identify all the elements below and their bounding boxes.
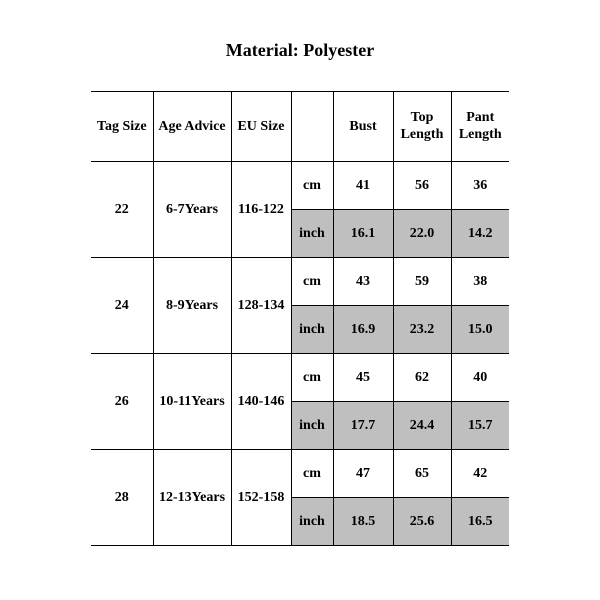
cell-pant-inch: 15.7	[451, 402, 509, 450]
cell-tag-size: 24	[91, 258, 153, 354]
col-top-length: Top Length	[393, 92, 451, 162]
cell-unit-cm: cm	[291, 258, 333, 306]
cell-unit-inch: inch	[291, 210, 333, 258]
col-top-length-l2: Length	[401, 127, 444, 142]
cell-eu-size: 116-122	[231, 162, 291, 258]
cell-bust-inch: 16.9	[333, 306, 393, 354]
cell-pant-inch: 16.5	[451, 498, 509, 546]
cell-bust-cm: 43	[333, 258, 393, 306]
cell-bust-inch: 17.7	[333, 402, 393, 450]
cell-bust-cm: 47	[333, 450, 393, 498]
cell-pant-cm: 40	[451, 354, 509, 402]
table-row: 24 8-9Years 128-134 cm 43 59 38	[91, 258, 509, 306]
cell-bust-inch: 16.1	[333, 210, 393, 258]
cell-bust-inch: 18.5	[333, 498, 393, 546]
cell-top-inch: 22.0	[393, 210, 451, 258]
col-pant-length-l1: Pant	[466, 110, 494, 125]
cell-tag-size: 28	[91, 450, 153, 546]
cell-pant-cm: 36	[451, 162, 509, 210]
cell-top-cm: 56	[393, 162, 451, 210]
col-eu-size: EU Size	[231, 92, 291, 162]
col-unit	[291, 92, 333, 162]
cell-age-advice: 10-11Years	[153, 354, 231, 450]
cell-unit-cm: cm	[291, 162, 333, 210]
cell-tag-size: 22	[91, 162, 153, 258]
cell-age-advice: 12-13Years	[153, 450, 231, 546]
cell-pant-inch: 14.2	[451, 210, 509, 258]
cell-bust-cm: 45	[333, 354, 393, 402]
cell-pant-cm: 38	[451, 258, 509, 306]
col-pant-length: Pant Length	[451, 92, 509, 162]
cell-unit-inch: inch	[291, 498, 333, 546]
col-top-length-l1: Top	[411, 110, 434, 125]
cell-unit-cm: cm	[291, 450, 333, 498]
col-bust: Bust	[333, 92, 393, 162]
cell-top-inch: 23.2	[393, 306, 451, 354]
cell-pant-cm: 42	[451, 450, 509, 498]
page: Material: Polyester Tag Size Age Advice …	[0, 0, 600, 600]
cell-unit-cm: cm	[291, 354, 333, 402]
cell-age-advice: 8-9Years	[153, 258, 231, 354]
cell-top-cm: 62	[393, 354, 451, 402]
cell-tag-size: 26	[91, 354, 153, 450]
size-table: Tag Size Age Advice EU Size Bust Top Len…	[91, 91, 509, 546]
col-tag-size: Tag Size	[91, 92, 153, 162]
table-row: 28 12-13Years 152-158 cm 47 65 42	[91, 450, 509, 498]
cell-age-advice: 6-7Years	[153, 162, 231, 258]
cell-unit-inch: inch	[291, 306, 333, 354]
table-header-row: Tag Size Age Advice EU Size Bust Top Len…	[91, 92, 509, 162]
page-title: Material: Polyester	[0, 40, 600, 61]
cell-eu-size: 152-158	[231, 450, 291, 546]
cell-pant-inch: 15.0	[451, 306, 509, 354]
table-row: 26 10-11Years 140-146 cm 45 62 40	[91, 354, 509, 402]
cell-top-cm: 65	[393, 450, 451, 498]
cell-eu-size: 140-146	[231, 354, 291, 450]
table-row: 22 6-7Years 116-122 cm 41 56 36	[91, 162, 509, 210]
cell-eu-size: 128-134	[231, 258, 291, 354]
col-age-advice: Age Advice	[153, 92, 231, 162]
cell-unit-inch: inch	[291, 402, 333, 450]
cell-top-cm: 59	[393, 258, 451, 306]
cell-top-inch: 24.4	[393, 402, 451, 450]
cell-bust-cm: 41	[333, 162, 393, 210]
col-pant-length-l2: Length	[459, 127, 502, 142]
cell-top-inch: 25.6	[393, 498, 451, 546]
